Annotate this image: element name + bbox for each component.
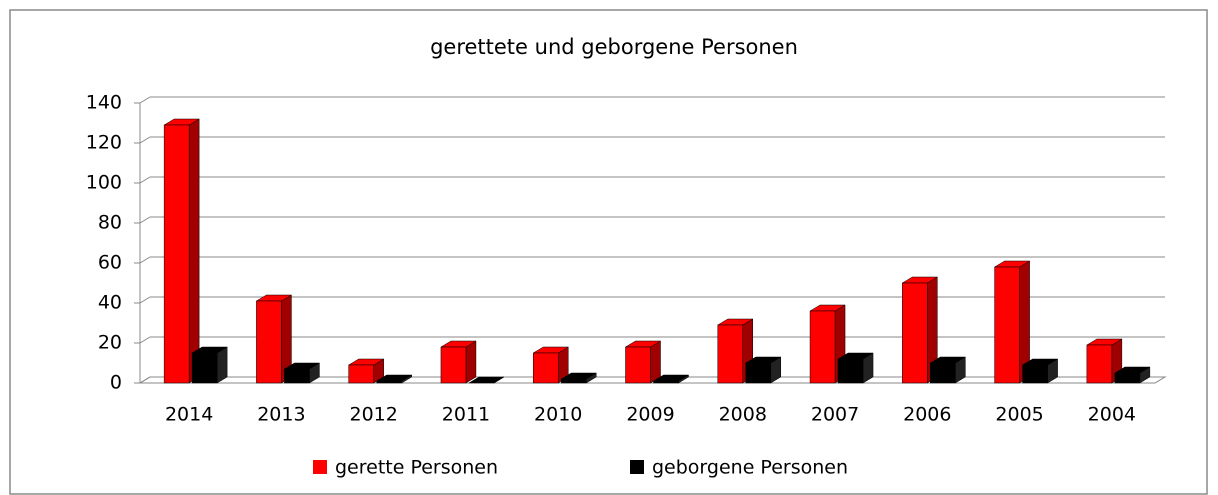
bar [376, 380, 402, 384]
x-tick-label: 2013 [257, 404, 305, 426]
bar [994, 266, 1020, 384]
grid-diag [139, 96, 151, 104]
y-tick-label: 60 [98, 252, 122, 274]
y-tick-label: 120 [86, 132, 122, 154]
x-tick-label: 2009 [626, 404, 674, 426]
grid-diag [139, 216, 151, 224]
bar [930, 362, 956, 384]
grid-diag [139, 296, 151, 304]
bar [1114, 372, 1141, 384]
bar [284, 368, 310, 384]
legend-label: gerette Personen [335, 457, 498, 479]
bar-side [188, 118, 200, 384]
grid-diag [139, 256, 151, 264]
x-tick-label: 2011 [442, 404, 490, 426]
bar [532, 352, 559, 384]
bar [902, 282, 928, 384]
bar [745, 362, 772, 384]
bar [191, 352, 218, 384]
bar-side [650, 340, 661, 384]
chart-frame [9, 9, 1208, 495]
x-tick-label: 2004 [1088, 404, 1136, 426]
y-tick-label: 140 [86, 92, 122, 114]
legend-label: geborgene Personen [652, 457, 848, 479]
bar [809, 310, 836, 384]
grid-diag [139, 136, 151, 144]
x-tick-label: 2014 [165, 404, 213, 426]
bar [163, 124, 190, 384]
x-tick-label: 2005 [995, 404, 1043, 426]
y-tick-label: 20 [98, 332, 122, 354]
legend-swatch [630, 460, 644, 474]
legend-swatch [313, 460, 327, 474]
bar [1022, 364, 1048, 384]
x-tick-label: 2012 [350, 404, 398, 426]
bar [256, 300, 282, 384]
bar [440, 346, 467, 384]
bar [560, 378, 587, 384]
x-tick-label: 2008 [719, 404, 767, 426]
y-tick-label: 40 [98, 292, 122, 314]
y-tick-label: 100 [86, 172, 122, 194]
bar [717, 324, 744, 384]
grid-diag [139, 336, 151, 344]
chart-title: gerettete und geborgene Personen [430, 35, 798, 59]
bar-side [465, 340, 477, 384]
bar [653, 380, 679, 384]
bar-side [216, 346, 228, 384]
bar [348, 364, 374, 384]
y-tick-label: 80 [98, 212, 122, 234]
grid-diag [139, 176, 151, 184]
grid-diag [139, 376, 151, 384]
bar [837, 358, 864, 384]
x-tick-label: 2006 [903, 404, 951, 426]
x-tick-label: 2007 [811, 404, 859, 426]
bar [1086, 344, 1113, 384]
bar [625, 346, 651, 384]
y-tick-label: 0 [110, 372, 122, 394]
x-tick-label: 2010 [534, 404, 582, 426]
bar-top [468, 376, 505, 384]
